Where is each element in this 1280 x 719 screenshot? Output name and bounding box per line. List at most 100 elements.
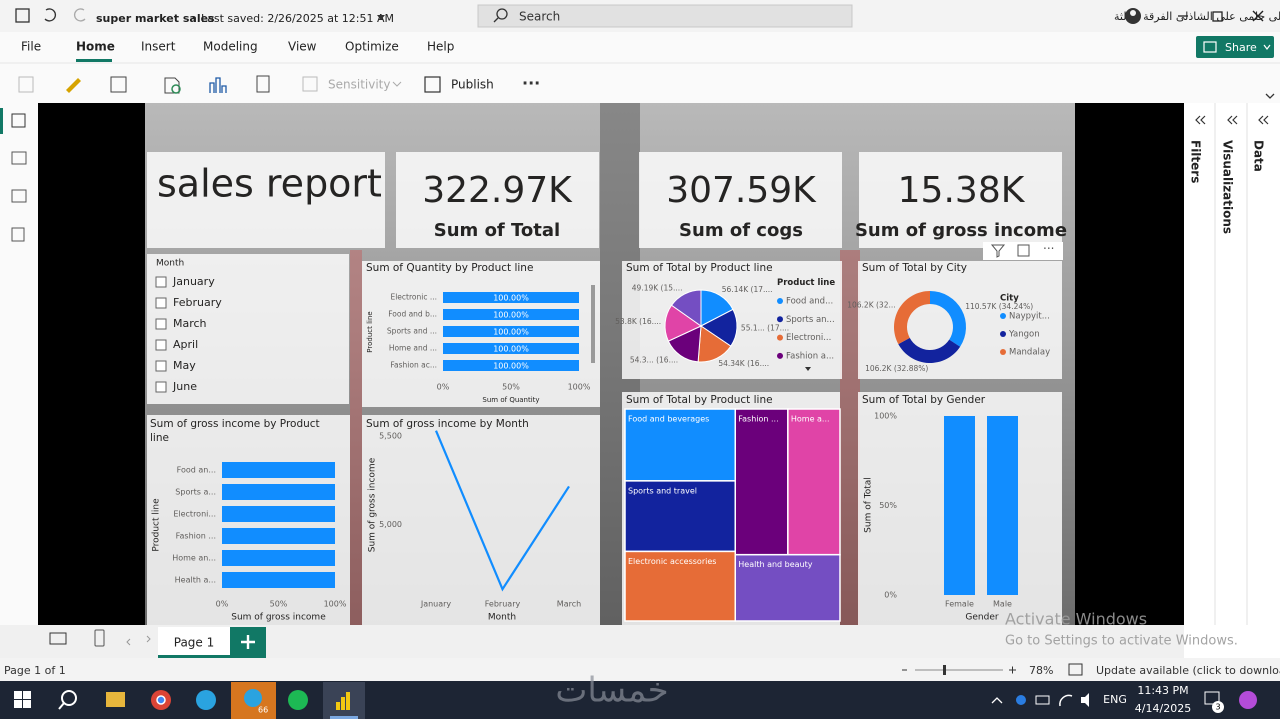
- volume[interactable]: [1081, 693, 1089, 707]
- slicer-item[interactable]: June: [172, 380, 197, 393]
- clock-date[interactable]: 4/14/2025: [1135, 702, 1191, 715]
- slicer-checkbox[interactable]: [155, 318, 167, 330]
- visual-title: Sum of Total by City: [862, 262, 967, 274]
- legend-label[interactable]: Food and...: [786, 297, 833, 307]
- publish-icon[interactable]: [424, 76, 441, 93]
- slicer-checkbox[interactable]: [155, 339, 167, 351]
- format-painter-icon[interactable]: [66, 78, 81, 93]
- filter-icon[interactable]: [990, 244, 1006, 258]
- legend-label[interactable]: Yangon: [1008, 330, 1040, 340]
- mobile-layout-icon[interactable]: [94, 629, 105, 647]
- report-view-icon[interactable]: [11, 113, 26, 128]
- slicer-item[interactable]: February: [173, 296, 222, 309]
- legend-label[interactable]: Naypyit...: [1009, 312, 1050, 322]
- expand-pane[interactable]: [1227, 115, 1238, 125]
- legend-label[interactable]: Electroni...: [786, 333, 831, 343]
- redo-icon[interactable]: [73, 8, 86, 22]
- data-label: 56.14K (17....: [722, 285, 773, 294]
- desktop-layout-icon[interactable]: [49, 632, 67, 645]
- new-visual-icon[interactable]: [209, 77, 227, 93]
- menu-tab[interactable]: File: [21, 40, 41, 54]
- fit-page[interactable]: [1068, 663, 1083, 676]
- zoom-thumb[interactable]: [943, 665, 946, 675]
- get-data-icon[interactable]: [110, 76, 127, 93]
- collapse-ribbon[interactable]: [1265, 93, 1275, 99]
- legend-scroll[interactable]: [805, 367, 811, 371]
- expand-pane[interactable]: [1258, 115, 1269, 125]
- add-page-icon: [241, 635, 255, 649]
- pane-title[interactable]: Filters: [1189, 140, 1203, 183]
- menu-tab[interactable]: Home: [76, 40, 115, 54]
- slicer-item[interactable]: March: [173, 317, 207, 330]
- search-taskbar[interactable]: [61, 690, 77, 706]
- card-label: Sum of cogs: [679, 220, 803, 241]
- restore-button[interactable]: [1212, 11, 1223, 22]
- search-icon: [496, 8, 508, 20]
- slicer-checkbox[interactable]: [155, 360, 167, 372]
- menu-tab[interactable]: Optimize: [345, 40, 399, 54]
- pane-title[interactable]: Visualizations: [1221, 140, 1235, 234]
- wifi[interactable]: [1059, 694, 1073, 707]
- refresh-icon[interactable]: [164, 77, 180, 94]
- search-box[interactable]: [477, 4, 853, 28]
- model-view-icon[interactable]: [11, 189, 27, 203]
- undo-icon[interactable]: [44, 8, 57, 22]
- menu-tab[interactable]: Help: [427, 40, 454, 54]
- slicer-item[interactable]: May: [173, 359, 196, 372]
- bluetooth[interactable]: [1016, 695, 1026, 705]
- legend-label[interactable]: Mandalay: [1009, 348, 1050, 358]
- page-scroll[interactable]: [126, 635, 151, 646]
- menu-tab[interactable]: Insert: [141, 40, 176, 54]
- treemap-tile: [787, 408, 841, 556]
- slicer-checkbox[interactable]: [155, 297, 167, 309]
- bar: [222, 528, 335, 544]
- table-view-icon[interactable]: [11, 151, 27, 165]
- slicer-checkbox[interactable]: [155, 381, 167, 393]
- bar: [443, 343, 579, 354]
- paste-icon[interactable]: [18, 76, 34, 93]
- input-language[interactable]: ENG: [1103, 693, 1127, 706]
- menu-tab[interactable]: Modeling: [203, 40, 258, 54]
- tray-overflow[interactable]: [991, 697, 1003, 704]
- close-button[interactable]: [1252, 10, 1264, 22]
- y-tick-label: Sports a...: [175, 488, 216, 497]
- visual-title: Sum of gross income by Month: [366, 418, 529, 430]
- start-button[interactable]: [14, 691, 31, 708]
- legend-label[interactable]: Sports an...: [786, 315, 835, 325]
- x-tick-label: January: [420, 600, 452, 609]
- battery[interactable]: [1035, 695, 1050, 705]
- zoom-in[interactable]: [1009, 666, 1016, 674]
- clock-time[interactable]: 11:43 PM: [1137, 684, 1188, 697]
- telegram[interactable]: [196, 690, 216, 710]
- x-tick-label: February: [485, 600, 521, 609]
- page-tab[interactable]: [158, 627, 230, 658]
- bar: [443, 292, 579, 303]
- more-options-icon[interactable]: ···: [1043, 242, 1054, 256]
- pane-title[interactable]: Data: [1252, 140, 1266, 172]
- dropdown-caret[interactable]: [377, 15, 385, 20]
- focus-mode-icon[interactable]: [1017, 244, 1030, 257]
- legend-label[interactable]: Fashion a...: [786, 351, 834, 361]
- slicer-item[interactable]: January: [172, 275, 215, 288]
- power-bi-icon: [336, 692, 350, 710]
- save-status[interactable]: Last saved: 2/26/2025 at 12:51 AM: [201, 12, 394, 25]
- notifications[interactable]: [1204, 691, 1220, 705]
- expand-pane[interactable]: [1195, 115, 1206, 125]
- y-tick-label: 5,000: [379, 520, 402, 529]
- legend-marker: [777, 352, 783, 359]
- file-explorer[interactable]: [106, 692, 125, 707]
- page-count: Page 1 of 1: [4, 664, 66, 677]
- copilot[interactable]: [1239, 691, 1257, 709]
- menu-tab[interactable]: View: [288, 40, 317, 54]
- slicer-item[interactable]: April: [173, 338, 198, 351]
- more-button[interactable]: ···: [522, 74, 540, 93]
- save-icon[interactable]: [15, 8, 30, 23]
- update-notice[interactable]: Update available (click to download): [1096, 664, 1280, 677]
- publish-button[interactable]: Publish: [451, 78, 494, 92]
- dax-view-icon[interactable]: [11, 227, 25, 242]
- calculator-icon[interactable]: [256, 75, 270, 93]
- data-label: 54.34K (16....: [718, 359, 769, 368]
- slicer-checkbox[interactable]: [155, 276, 167, 288]
- spotify[interactable]: [288, 690, 308, 710]
